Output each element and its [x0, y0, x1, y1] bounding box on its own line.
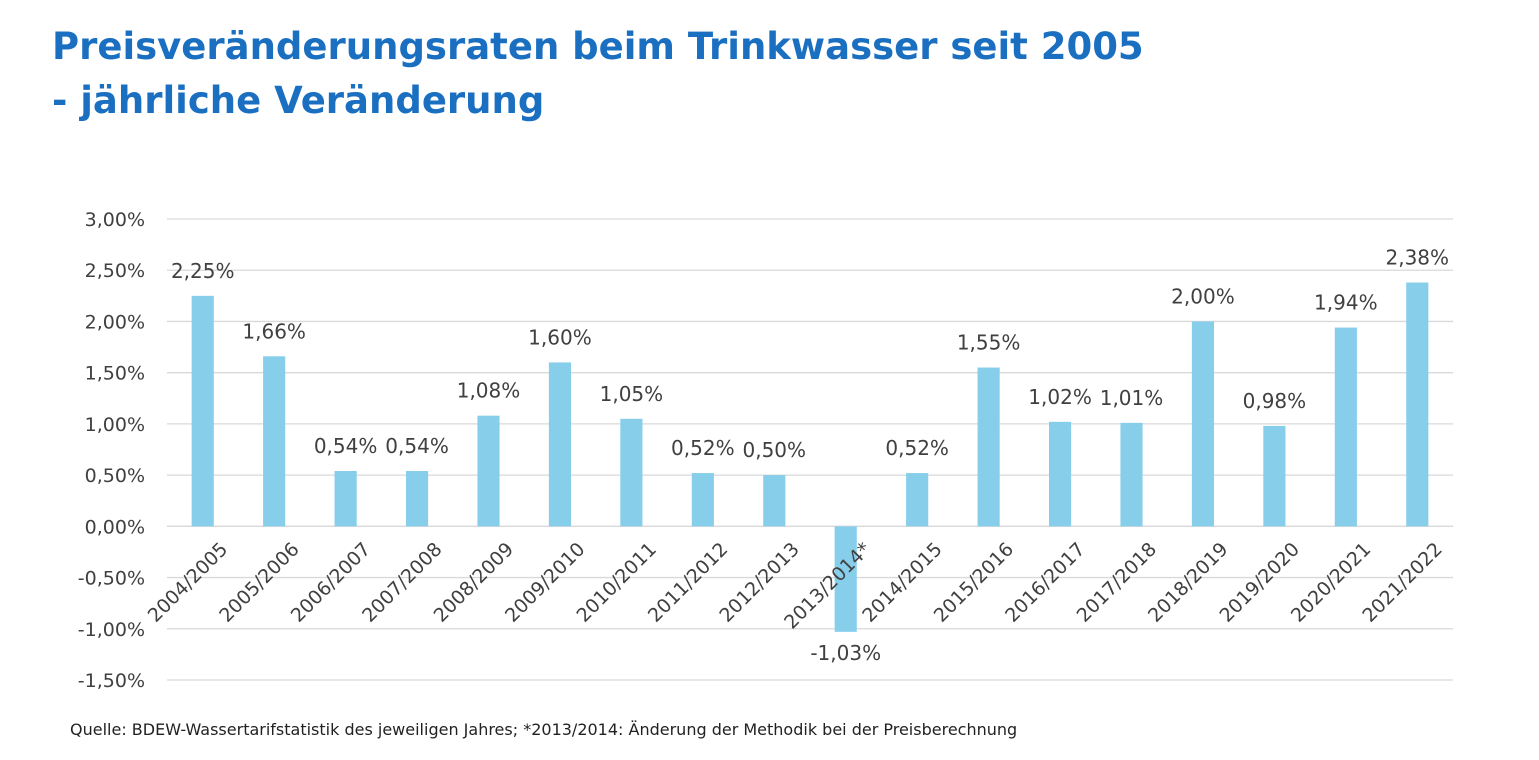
bar: [477, 415, 500, 527]
data-label: 0,54%: [385, 434, 449, 458]
bar: [263, 356, 286, 527]
bar: [1406, 282, 1429, 527]
data-label: 1,02%: [1028, 385, 1092, 409]
bar: [548, 362, 572, 527]
bar: [691, 473, 714, 527]
source-note: Quelle: BDEW-Wassertarifstatistik des je…: [70, 720, 1018, 739]
data-label: 2,38%: [1386, 246, 1450, 270]
y-tick-label: -1,00%: [78, 619, 145, 641]
bar: [906, 473, 929, 527]
data-label: 0,50%: [743, 438, 807, 462]
y-tick-label: 0,00%: [85, 516, 145, 538]
data-label: -1,03%: [810, 641, 881, 665]
bar: [620, 418, 643, 527]
y-tick-label: 2,00%: [85, 311, 145, 333]
data-label: 0,52%: [885, 436, 949, 460]
data-label: 1,55%: [957, 331, 1021, 355]
x-axis-tick-labels: 2004/20052005/20062006/20072007/20082008…: [144, 538, 1447, 633]
bar: [1120, 422, 1143, 527]
data-label: 0,52%: [671, 436, 735, 460]
y-tick-label: -0,50%: [78, 568, 145, 590]
y-tick-label: 2,50%: [85, 260, 145, 282]
y-axis-tick-labels: 3,00% 2,50% 2,00% 1,50% 1,00% 0,50% 0,00% -0,50…: [78, 209, 145, 692]
data-label: 1,66%: [242, 319, 306, 343]
y-tick-label: 1,50%: [85, 363, 145, 385]
data-label: 1,60%: [528, 325, 592, 349]
data-labels: 2,25% 1,66% 0,54% 0,54% 1,08% 1,60% 1,05% 0,52%…: [171, 246, 1449, 665]
grid-lines: [167, 218, 1453, 681]
bar: [334, 471, 357, 527]
chart-title-line-2: - jährliche Veränderung: [52, 79, 545, 122]
y-tick-label: -1,50%: [78, 670, 145, 692]
bar: [1048, 421, 1072, 527]
bar: [1263, 425, 1286, 527]
y-tick-label: 0,50%: [85, 465, 145, 487]
bars: [191, 282, 1429, 632]
data-label: 1,01%: [1100, 386, 1164, 410]
bar: [1191, 321, 1215, 527]
data-label: 2,00%: [1171, 284, 1235, 308]
data-label: 0,54%: [314, 434, 378, 458]
bar: [405, 471, 429, 527]
bar: [1334, 327, 1357, 527]
y-tick-label: 1,00%: [85, 414, 145, 436]
bar: [834, 526, 857, 632]
bar: [763, 475, 786, 527]
bar: [191, 295, 214, 527]
bar: [977, 367, 1000, 527]
data-label: 1,94%: [1314, 291, 1378, 315]
y-tick-label: 3,00%: [85, 209, 145, 231]
data-label: 1,08%: [457, 379, 521, 403]
data-label: 1,05%: [600, 382, 664, 406]
chart-title-line-1: Preisveränderungsraten beim Trinkwasser …: [52, 25, 1144, 68]
data-label: 0,98%: [1243, 389, 1307, 413]
data-label: 2,25%: [171, 259, 235, 283]
chart-title: Preisveränderungsraten beim Trinkwasser …: [52, 20, 1144, 128]
